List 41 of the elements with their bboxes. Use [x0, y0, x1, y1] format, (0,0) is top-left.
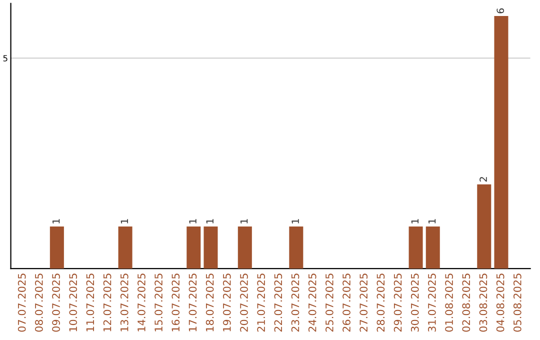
x-tick-label: 21.07.2025: [257, 274, 266, 332]
x-tick-label: 19.07.2025: [222, 274, 231, 332]
x-tick-label: 13.07.2025: [120, 274, 128, 332]
data-label: 1: [206, 219, 214, 224]
x-tick-label: 03.08.2025: [479, 274, 488, 332]
data-label: 1: [240, 219, 248, 224]
x-tick-label: 16.07.2025: [172, 274, 180, 332]
x-tick-label: 18.07.2025: [206, 274, 214, 332]
x-tick-label: 12.07.2025: [103, 274, 112, 332]
x-tick-label: 22.07.2025: [274, 274, 282, 332]
x-tick-label: 26.07.2025: [342, 274, 350, 332]
data-label: 6: [496, 8, 504, 14]
x-tick-label: 29.07.2025: [394, 274, 402, 332]
data-label: 1: [189, 219, 196, 224]
x-tick-label: 17.07.2025: [188, 274, 197, 332]
x-tick-label: 07.07.2025: [18, 274, 26, 332]
x-tick-label: 31.07.2025: [428, 274, 436, 332]
x-tick-label: 27.07.2025: [360, 274, 368, 332]
x-tick-label: 08.07.2025: [34, 274, 43, 332]
x-tick-label: 04.08.2025: [496, 274, 504, 332]
x-tick-label: 25.07.2025: [325, 274, 334, 332]
x-tick-label: 23.07.2025: [291, 274, 300, 332]
data-label: 1: [428, 219, 436, 224]
data-label: 1: [52, 219, 60, 224]
x-tick-label: 02.08.2025: [462, 274, 470, 332]
x-tick-label: 20.07.2025: [240, 274, 248, 332]
x-tick-label: 10.07.2025: [69, 274, 78, 332]
x-tick-label: 15.07.2025: [154, 274, 162, 332]
x-tick-label: 14.07.2025: [138, 274, 146, 332]
y-tick-label: 5: [3, 55, 8, 62]
x-tick-label: 09.07.2025: [52, 274, 60, 332]
x-tick-label: 11.07.2025: [86, 274, 94, 332]
x-tick-label: 30.07.2025: [410, 274, 419, 332]
data-label: 2: [480, 177, 487, 182]
x-tick-label: 28.07.2025: [376, 274, 385, 332]
data-label: 1: [411, 219, 418, 224]
x-tick-label: 01.08.2025: [445, 274, 453, 332]
x-tick-label: 05.08.2025: [513, 274, 522, 332]
data-label: 1: [292, 219, 299, 224]
x-tick-label: 24.07.2025: [308, 274, 316, 332]
data-label: 1: [120, 219, 128, 224]
